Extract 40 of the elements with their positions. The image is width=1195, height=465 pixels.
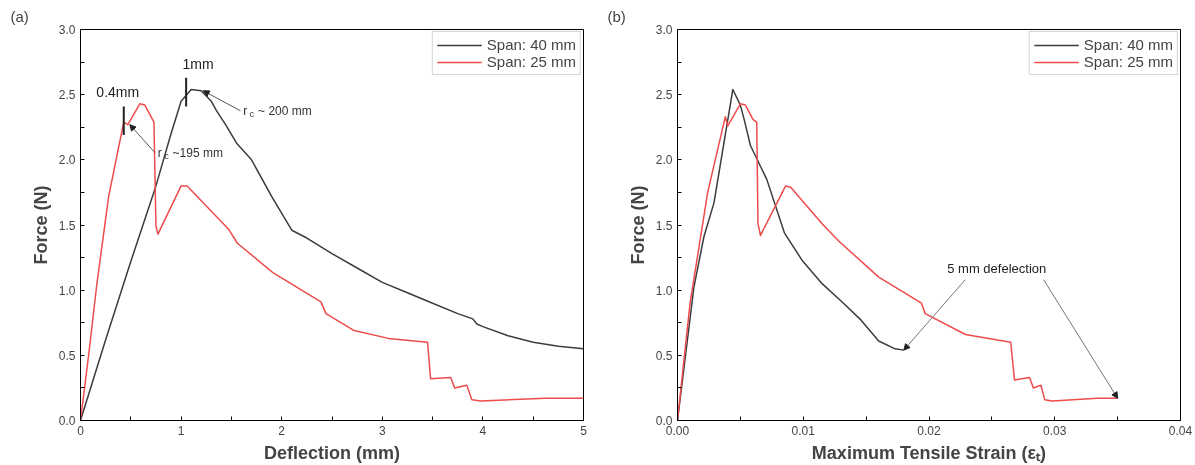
y-tick-label: 2.5 [58, 88, 76, 103]
y-tick-label: 0.5 [655, 348, 673, 363]
x-tick-label: 1 [177, 423, 185, 438]
annotation: 0.4mm [96, 84, 140, 101]
y-axis-title: Force (N) [627, 185, 648, 265]
annotation: rc ~ 200 mm [243, 103, 312, 120]
x-tick-label: 0.01 [791, 423, 816, 438]
y-tick-label: 2.5 [655, 88, 673, 103]
legend-label: Span: 40 mm [1083, 36, 1173, 53]
chart-title: (a) [10, 7, 29, 25]
legend-label: Span: 40 mm [486, 36, 576, 53]
x-tick-label: 0.04 [1168, 423, 1193, 438]
x-tick-label: 0 [77, 423, 85, 438]
y-tick-label: 3.0 [58, 23, 76, 37]
y-tick-label: 2.0 [58, 153, 76, 168]
y-tick-label: 2.0 [655, 153, 673, 168]
x-tick-label: 3 [378, 423, 386, 438]
y-tick-label: 1.5 [655, 218, 673, 233]
chart-title: (b) [607, 7, 626, 25]
x-tick-label: 0.02 [917, 423, 941, 438]
y-tick-label: 0.0 [655, 414, 673, 428]
annotation: rc ~195 mm [157, 145, 223, 162]
x-tick-label: 5 [580, 423, 588, 438]
legend-label: Span: 25 mm [1083, 53, 1173, 70]
y-tick-label: 0.5 [58, 348, 76, 363]
annotation: 5 mm defelection [947, 260, 1047, 276]
x-tick-label: 0.03 [1043, 423, 1067, 438]
x-axis-title: Deflection (mm) [263, 442, 401, 463]
y-tick-label: 1.0 [58, 283, 76, 298]
y-tick-label: 0.0 [58, 414, 76, 428]
y-tick-label: 3.0 [655, 23, 673, 37]
x-tick-label: 2 [278, 423, 286, 438]
y-tick-label: 1.5 [58, 218, 76, 233]
annotation: 1mm [182, 55, 214, 72]
y-tick-label: 1.0 [655, 283, 673, 298]
x-tick-label: 4 [479, 423, 487, 438]
y-axis-title: Force (N) [30, 185, 51, 265]
line-series [677, 103, 1119, 421]
legend-label: Span: 25 mm [486, 53, 576, 70]
x-axis-title: Maximum Tensile Strain (εₜ) [811, 442, 1047, 463]
